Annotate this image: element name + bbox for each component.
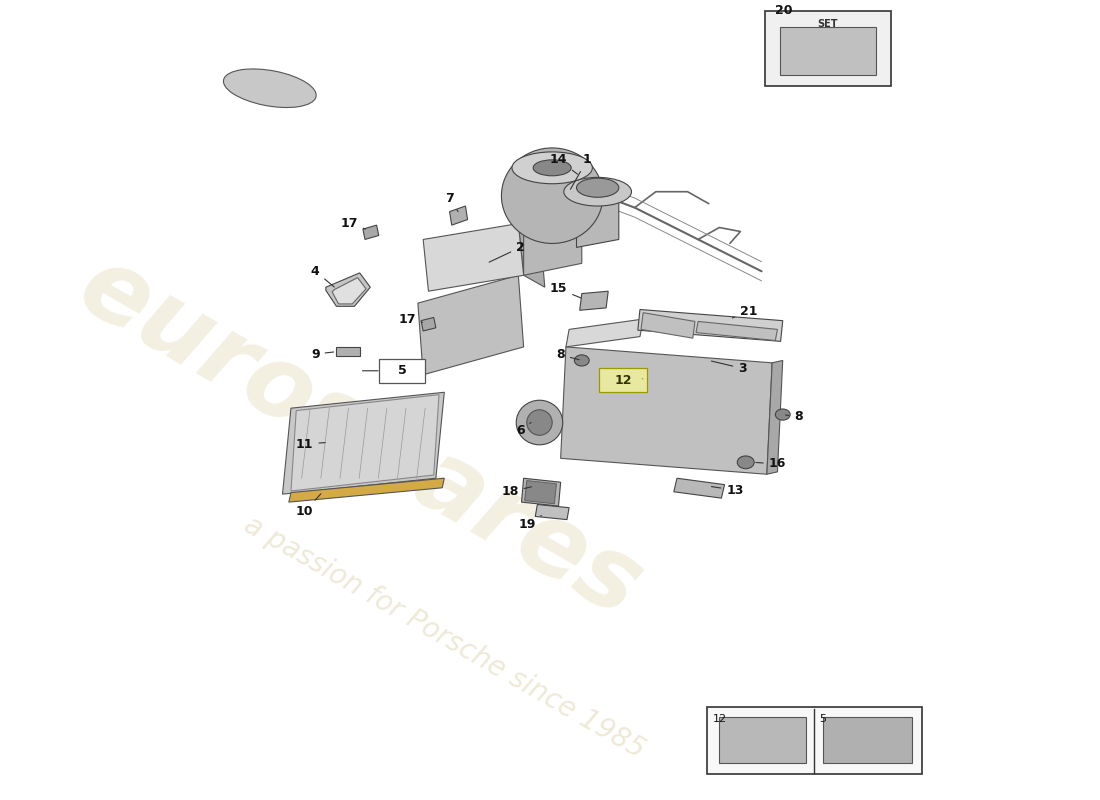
Polygon shape <box>674 478 725 498</box>
Polygon shape <box>561 347 772 474</box>
Ellipse shape <box>512 152 593 184</box>
Ellipse shape <box>223 69 316 107</box>
Polygon shape <box>565 319 643 347</box>
FancyBboxPatch shape <box>598 368 648 392</box>
Polygon shape <box>289 478 444 502</box>
Text: 4: 4 <box>311 265 334 287</box>
Ellipse shape <box>574 355 590 366</box>
Polygon shape <box>332 278 366 304</box>
Text: 1: 1 <box>571 154 592 190</box>
Ellipse shape <box>576 178 619 198</box>
Bar <box>780 27 876 74</box>
Polygon shape <box>521 478 561 506</box>
Text: SET: SET <box>817 18 838 29</box>
Text: 6: 6 <box>516 422 531 437</box>
Text: a passion for Porsche since 1985: a passion for Porsche since 1985 <box>239 511 650 764</box>
Bar <box>337 347 360 357</box>
Ellipse shape <box>527 410 552 435</box>
Polygon shape <box>638 310 783 342</box>
Polygon shape <box>424 223 524 291</box>
Text: 2: 2 <box>490 241 525 262</box>
Text: 21: 21 <box>733 305 758 318</box>
Text: 20: 20 <box>776 3 793 17</box>
Ellipse shape <box>534 160 571 176</box>
FancyBboxPatch shape <box>378 359 426 382</box>
Text: 14: 14 <box>550 154 578 174</box>
Text: 16: 16 <box>756 458 786 470</box>
Polygon shape <box>580 291 608 310</box>
Text: 8: 8 <box>785 410 803 423</box>
Text: 18: 18 <box>502 486 531 498</box>
Polygon shape <box>450 206 468 225</box>
Polygon shape <box>326 273 371 306</box>
Text: eurospares: eurospares <box>62 238 658 638</box>
Polygon shape <box>524 215 582 275</box>
Polygon shape <box>283 392 444 494</box>
Text: 3: 3 <box>712 361 747 375</box>
Polygon shape <box>696 322 778 341</box>
Text: 12: 12 <box>713 714 727 724</box>
Text: 15: 15 <box>550 282 581 298</box>
Text: 12: 12 <box>614 374 631 387</box>
Polygon shape <box>641 313 695 338</box>
Text: 19: 19 <box>518 515 541 531</box>
Polygon shape <box>576 192 619 247</box>
Text: 13: 13 <box>712 484 744 497</box>
Text: 17: 17 <box>340 217 365 230</box>
Polygon shape <box>518 223 544 287</box>
FancyBboxPatch shape <box>764 11 891 86</box>
FancyBboxPatch shape <box>706 707 922 774</box>
Text: 8: 8 <box>557 348 579 362</box>
Ellipse shape <box>502 148 603 243</box>
Polygon shape <box>418 275 524 374</box>
Polygon shape <box>421 318 436 331</box>
Text: 5: 5 <box>818 714 826 724</box>
Text: 5: 5 <box>397 364 406 378</box>
Bar <box>823 717 912 763</box>
Polygon shape <box>292 394 439 491</box>
Ellipse shape <box>737 456 755 469</box>
Polygon shape <box>536 505 569 520</box>
Ellipse shape <box>564 178 631 206</box>
Ellipse shape <box>516 400 563 445</box>
Bar <box>719 717 806 763</box>
Text: 7: 7 <box>446 191 458 212</box>
Text: 9: 9 <box>311 347 333 361</box>
Ellipse shape <box>776 409 790 420</box>
Text: 11: 11 <box>296 438 326 450</box>
Polygon shape <box>767 361 783 474</box>
Text: 10: 10 <box>296 494 321 518</box>
Text: 17: 17 <box>398 313 422 326</box>
Polygon shape <box>525 481 557 504</box>
Polygon shape <box>363 225 378 239</box>
